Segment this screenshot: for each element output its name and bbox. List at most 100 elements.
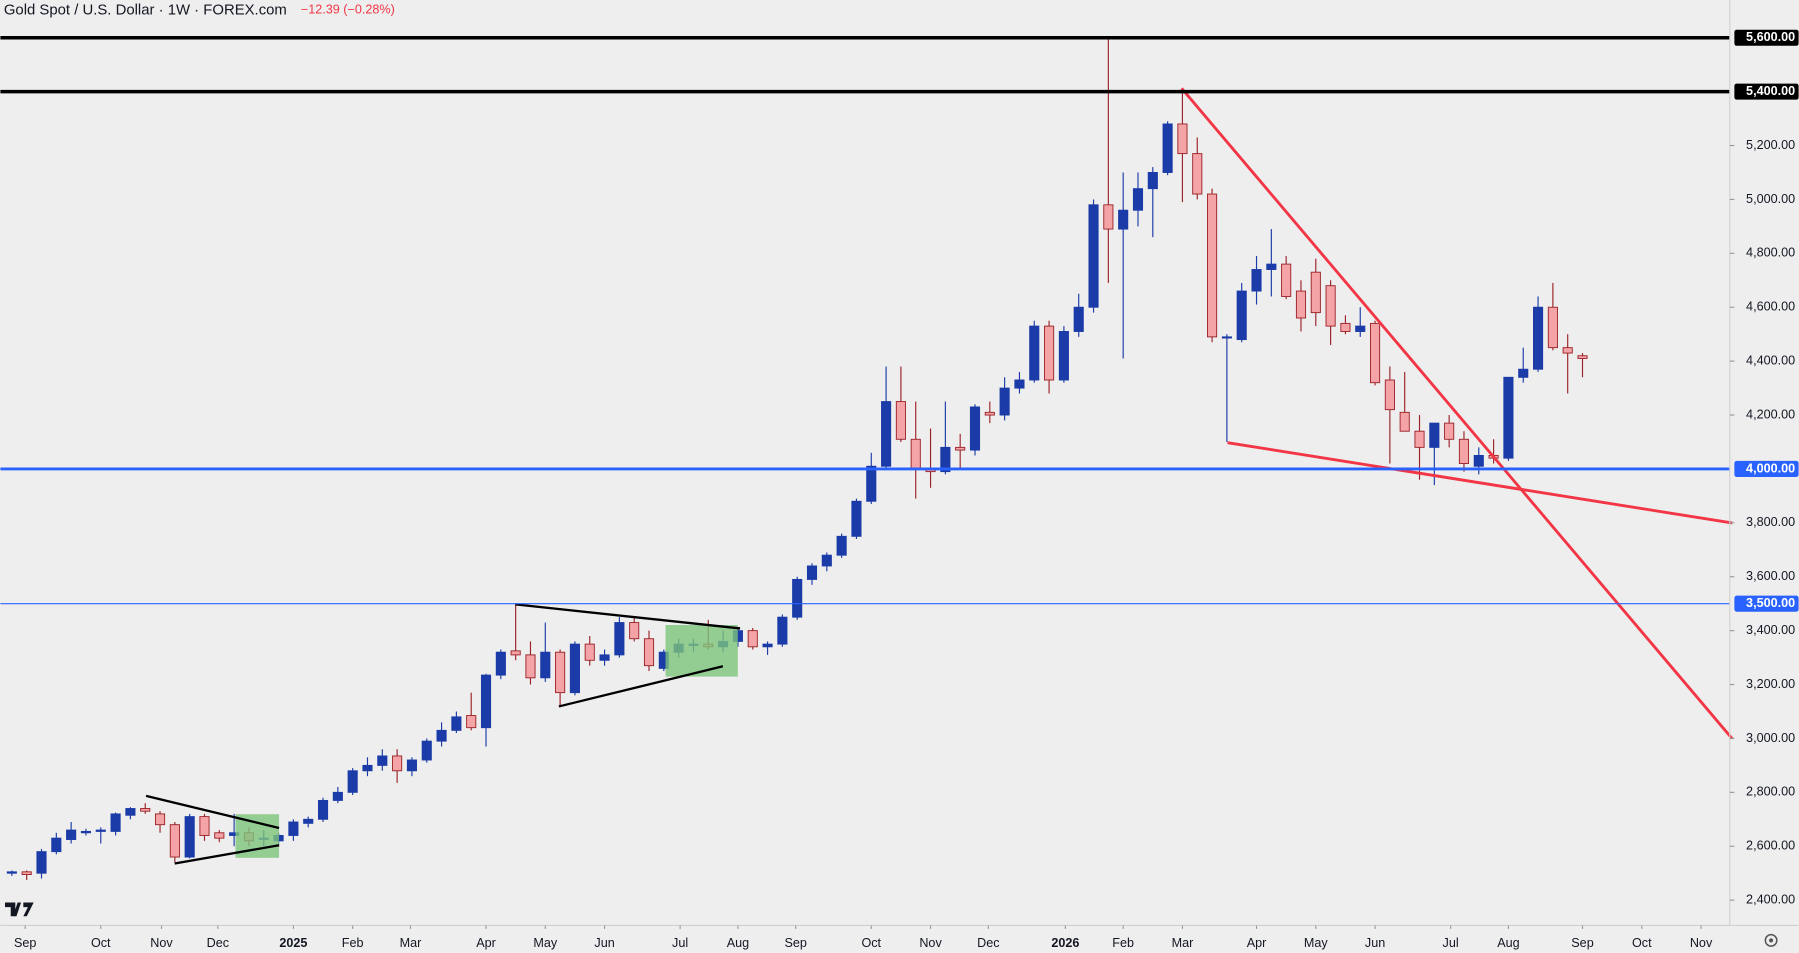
candle-body: [1518, 368, 1529, 378]
candle-body: [80, 830, 92, 834]
x-tick-label: Sep: [14, 936, 36, 950]
candle-body: [154, 813, 166, 826]
x-tick-label: Mar: [400, 936, 422, 950]
level-label: 4,000.00: [1746, 461, 1795, 475]
x-tick-label: Jun: [594, 936, 614, 950]
y-tick-label: 5,000.00: [1746, 192, 1795, 206]
candle-body: [1533, 306, 1544, 370]
gear[interactable]: [1764, 933, 1778, 947]
candle-body: [540, 651, 551, 679]
candle-body: [317, 799, 329, 820]
candle-body: [1547, 306, 1558, 349]
candle-body: [1458, 438, 1470, 465]
candle-body: [1207, 193, 1218, 338]
candle-body: [955, 446, 966, 451]
x-tick-label: Jun: [1365, 936, 1385, 950]
price-change: −12.39 (−0.28%): [301, 3, 395, 17]
candle-body: [969, 406, 981, 451]
candle-body: [1088, 204, 1099, 308]
trendline: [515, 603, 741, 630]
candle-body: [1251, 269, 1262, 292]
trendline: [145, 794, 280, 830]
levels: 5,600.00 5,400.00 4,000.00 3,500.00: [0, 29, 1799, 612]
chart-title: Gold Spot / U.S. Dollar · 1W · FOREX.com: [4, 2, 287, 18]
x-tick-label: Nov: [150, 936, 173, 950]
candle-body: [451, 716, 462, 731]
candle-body: [1295, 290, 1307, 319]
trendline: [1227, 441, 1733, 525]
y-tick-label: 3,400.00: [1746, 623, 1795, 637]
candle-body: [1266, 263, 1277, 270]
x-tick-label: Sep: [1571, 936, 1593, 950]
candle-body: [21, 871, 32, 875]
level-label-bg: [1734, 460, 1799, 477]
candle-body: [555, 651, 566, 694]
candles: [6, 37, 1588, 880]
candle-body: [984, 411, 995, 416]
trendline: [1180, 87, 1734, 740]
x-tick-label: Apr: [1247, 936, 1267, 950]
candle-body: [1192, 153, 1203, 195]
candle-body: [1029, 325, 1040, 381]
candle-body: [1399, 411, 1410, 432]
x-tick-label: Jul: [1443, 936, 1459, 950]
y-tick-label: 4,800.00: [1746, 246, 1795, 260]
candle-body: [599, 654, 610, 661]
candle-body: [1147, 172, 1158, 190]
candle-body: [999, 387, 1010, 416]
candle-body: [214, 832, 225, 839]
level-label: 5,400.00: [1746, 84, 1795, 98]
candle-body: [288, 821, 299, 836]
candle-body: [1103, 204, 1114, 230]
candle-body: [184, 816, 195, 858]
x-tick-label: Feb: [342, 936, 364, 950]
candle-body: [495, 651, 506, 676]
candle-body: [66, 829, 77, 840]
x-tick-label: May: [1304, 936, 1329, 950]
settings-icon[interactable]: [1764, 933, 1778, 947]
x-tick-label: 2025: [279, 936, 307, 950]
candle-body: [1014, 379, 1025, 389]
candle-body: [406, 759, 417, 772]
candle-body: [1340, 322, 1351, 332]
x-tick-label: Jul: [672, 936, 688, 950]
x-tick-label: Oct: [1632, 936, 1652, 950]
x-tick-label: 2026: [1051, 936, 1079, 950]
candle-body: [392, 755, 403, 772]
y-tick-label: 2,800.00: [1746, 785, 1795, 799]
candle-body: [466, 715, 477, 729]
candle-body: [881, 401, 892, 467]
candle-body: [1384, 379, 1395, 411]
candle-body: [836, 535, 847, 556]
candle-body: [169, 824, 180, 858]
candle-body: [332, 791, 343, 801]
candle-body: [1044, 325, 1055, 381]
candle-body: [1325, 285, 1336, 327]
candle-body: [1562, 347, 1573, 354]
gear-center[interactable]: [1769, 938, 1774, 943]
candle-body: [1221, 336, 1232, 339]
candle-body: [362, 764, 373, 772]
candle-body: [1177, 123, 1188, 155]
level-label: 3,500.00: [1746, 596, 1795, 610]
candle-body: [747, 630, 758, 648]
candle-body: [1577, 355, 1588, 359]
trendline: [558, 665, 724, 708]
candle-body: [762, 643, 773, 648]
candle-body: [347, 770, 358, 793]
candle-body: [584, 643, 595, 661]
y-tick-label: 4,600.00: [1746, 300, 1795, 314]
candle-body: [643, 638, 655, 667]
level-label: 5,600.00: [1746, 30, 1795, 44]
candle-body: [806, 565, 818, 580]
x-tick-label: Sep: [784, 936, 806, 950]
logo-mark: [4, 902, 34, 917]
candle-body: [940, 446, 951, 473]
candle-body: [821, 554, 832, 567]
axes: 2,400.00 2,600.00 2,800.00 3,000.00 3,200.00…: [14, 138, 1795, 950]
candle-body: [140, 808, 151, 812]
y-tick-label: 2,600.00: [1746, 839, 1795, 853]
